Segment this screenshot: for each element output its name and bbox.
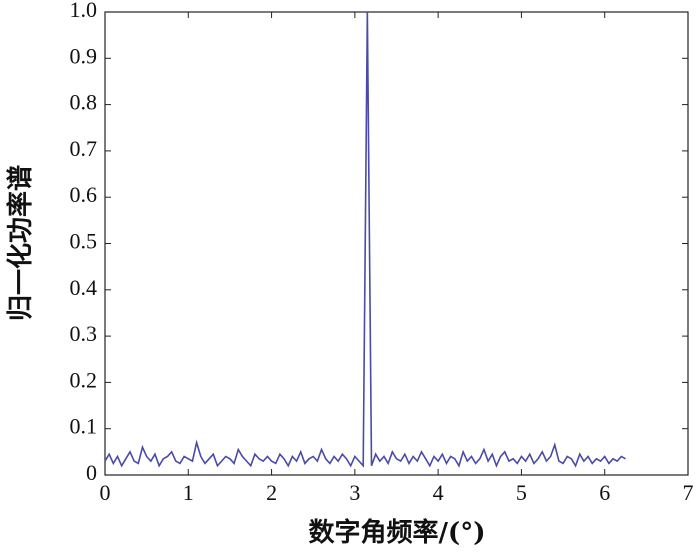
y-tick-label: 0.8 — [70, 90, 98, 115]
x-axis-label: 数字角频率/(°) — [308, 517, 485, 548]
x-tick-label: 7 — [683, 480, 694, 505]
y-tick-label: 0.5 — [70, 229, 98, 254]
x-tick-label: 1 — [183, 480, 194, 505]
y-tick-label: 0.4 — [70, 275, 98, 300]
x-tick-label: 4 — [433, 480, 444, 505]
y-tick-label: 0.1 — [70, 414, 98, 439]
y-tick-label: 1.0 — [70, 0, 98, 22]
plot-frame — [104, 11, 689, 476]
x-tick-label: 6 — [599, 480, 610, 505]
y-tick-label: 0.2 — [70, 367, 98, 392]
x-tick-label: 3 — [349, 480, 360, 505]
y-tick-label: 0.6 — [70, 182, 98, 207]
y-tick-label: 0.7 — [70, 136, 98, 161]
y-tick-label: 0.3 — [70, 321, 98, 346]
x-tick-label: 2 — [266, 480, 277, 505]
y-tick-label: 0.9 — [70, 43, 98, 68]
x-tick-label: 5 — [516, 480, 527, 505]
data-line — [104, 11, 626, 468]
x-tick-label: 0 — [100, 480, 111, 505]
y-tick-label: 0 — [86, 460, 97, 485]
y-axis-label: 归一化功率谱 — [5, 165, 36, 321]
